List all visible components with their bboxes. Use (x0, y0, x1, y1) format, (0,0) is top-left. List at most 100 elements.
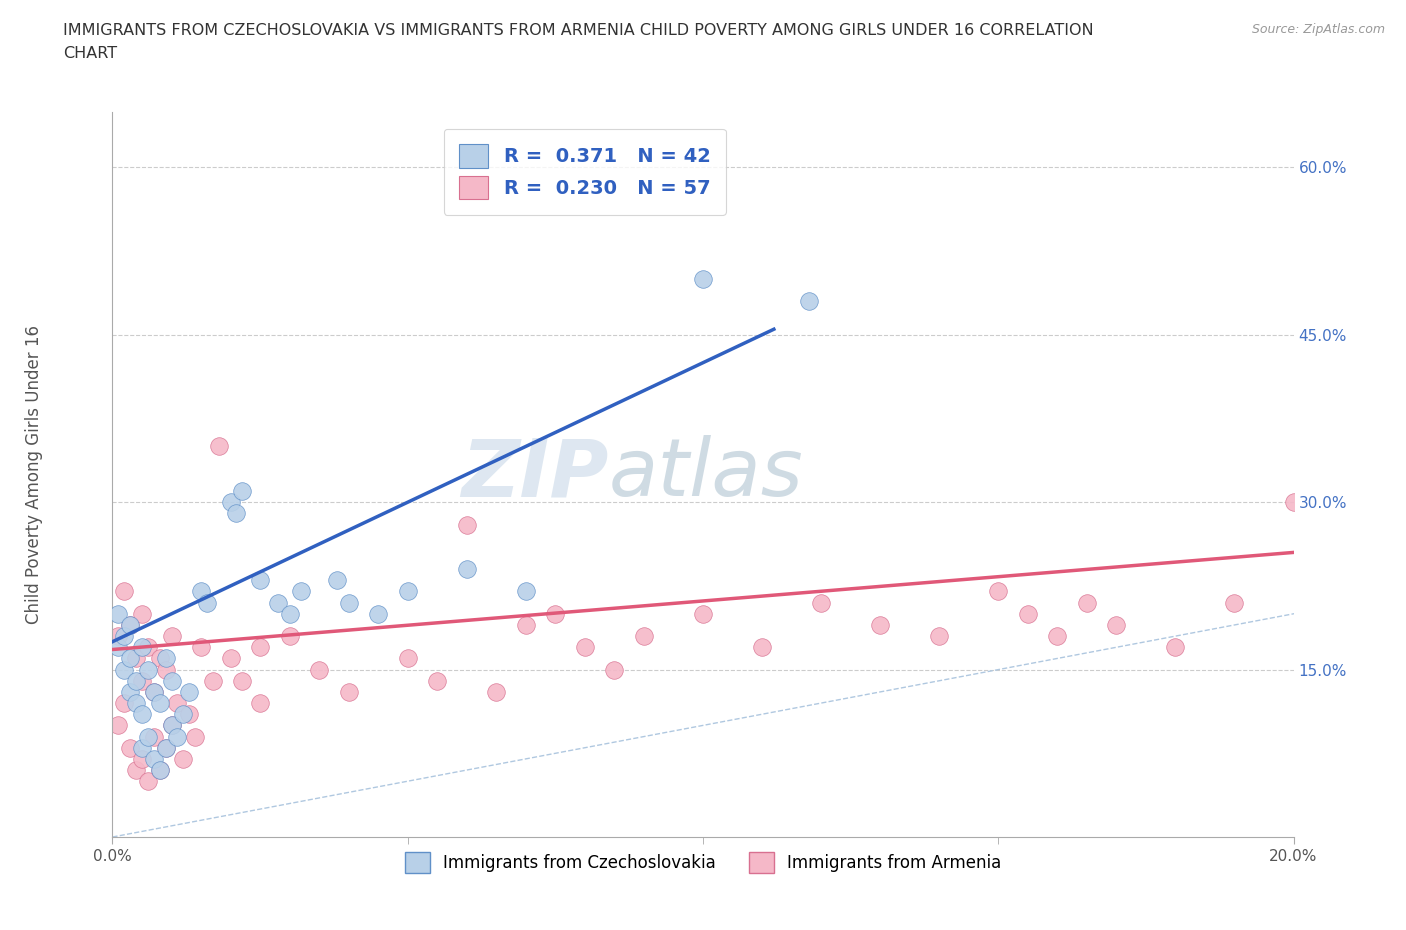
Point (1105, 618, 1128, 632)
Point (107, 640, 129, 655)
Point (485, 684, 508, 699)
Point (112, 696, 135, 711)
Point (928, 629, 950, 644)
Point (120, 651, 142, 666)
Point (208, 439, 231, 454)
Point (574, 640, 596, 655)
Point (249, 640, 271, 655)
Text: ZIP: ZIP (461, 435, 609, 513)
Point (155, 740, 177, 755)
Point (1164, 640, 1187, 655)
Point (219, 495, 242, 510)
Point (112, 584, 135, 599)
Point (195, 595, 218, 610)
Point (184, 729, 207, 744)
Point (149, 763, 172, 777)
Point (149, 651, 172, 666)
Point (190, 640, 212, 655)
Point (107, 606, 129, 621)
Point (869, 618, 891, 632)
Point (1282, 495, 1305, 510)
Point (172, 751, 194, 766)
Point (1017, 606, 1039, 621)
Point (155, 651, 177, 666)
Point (367, 606, 389, 621)
Point (125, 696, 148, 711)
Point (515, 584, 537, 599)
Point (201, 673, 224, 688)
Point (142, 684, 165, 699)
Point (515, 618, 537, 632)
Point (278, 629, 301, 644)
Point (1223, 595, 1246, 610)
Point (125, 763, 148, 777)
Point (131, 606, 153, 621)
Point (120, 618, 142, 632)
Point (308, 662, 330, 677)
Point (190, 584, 212, 599)
Point (142, 751, 165, 766)
Point (131, 707, 153, 722)
Y-axis label: Child Poverty Among Girls Under 16: Child Poverty Among Girls Under 16 (25, 325, 44, 624)
Point (337, 684, 360, 699)
Point (692, 606, 714, 621)
Point (155, 740, 177, 755)
Text: CHART: CHART (63, 46, 117, 61)
Point (396, 651, 419, 666)
Text: atlas: atlas (609, 435, 803, 513)
Point (231, 484, 253, 498)
Point (125, 651, 148, 666)
Point (290, 584, 312, 599)
Point (160, 673, 183, 688)
Text: IMMIGRANTS FROM CZECHOSLOVAKIA VS IMMIGRANTS FROM ARMENIA CHILD POVERTY AMONG GI: IMMIGRANTS FROM CZECHOSLOVAKIA VS IMMIGR… (63, 23, 1094, 38)
Point (603, 662, 626, 677)
Point (120, 740, 142, 755)
Point (107, 718, 129, 733)
Point (142, 684, 165, 699)
Point (231, 673, 253, 688)
Point (456, 517, 478, 532)
Point (160, 718, 183, 733)
Point (337, 595, 360, 610)
Point (1076, 595, 1098, 610)
Point (149, 763, 172, 777)
Point (120, 684, 142, 699)
Point (149, 696, 172, 711)
Point (179, 684, 201, 699)
Point (1046, 629, 1069, 644)
Point (249, 696, 271, 711)
Point (166, 729, 188, 744)
Point (278, 606, 301, 621)
Point (219, 651, 242, 666)
Point (799, 294, 821, 309)
Point (112, 662, 135, 677)
Point (136, 729, 159, 744)
Point (692, 272, 714, 286)
Point (633, 629, 655, 644)
Legend: Immigrants from Czechoslovakia, Immigrants from Armenia: Immigrants from Czechoslovakia, Immigran… (398, 845, 1008, 880)
Point (125, 673, 148, 688)
Point (131, 740, 153, 755)
Point (225, 506, 247, 521)
Point (131, 640, 153, 655)
Point (172, 707, 194, 722)
Point (267, 595, 290, 610)
Point (326, 573, 349, 588)
Point (396, 584, 419, 599)
Point (544, 606, 567, 621)
Point (160, 718, 183, 733)
Point (456, 562, 478, 577)
Point (751, 640, 773, 655)
Point (131, 673, 153, 688)
Point (142, 729, 165, 744)
Point (155, 662, 177, 677)
Point (987, 584, 1010, 599)
Point (179, 707, 201, 722)
Text: Source: ZipAtlas.com: Source: ZipAtlas.com (1251, 23, 1385, 36)
Point (426, 673, 449, 688)
Point (131, 751, 153, 766)
Point (249, 573, 271, 588)
Point (160, 629, 183, 644)
Point (136, 774, 159, 789)
Point (120, 618, 142, 632)
